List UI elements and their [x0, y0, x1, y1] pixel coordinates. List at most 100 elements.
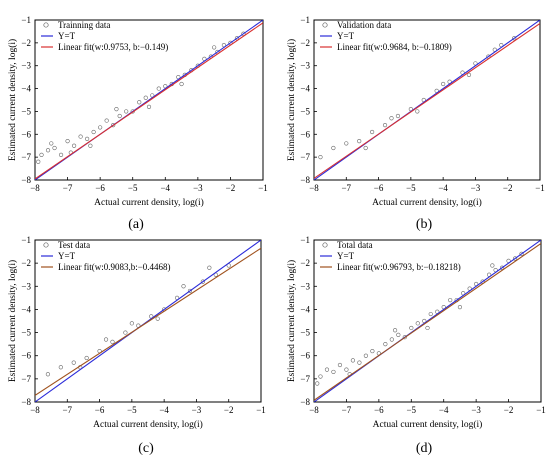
panel-label: (b)	[416, 217, 433, 232]
data-point	[78, 134, 83, 139]
data-point	[129, 321, 134, 326]
legend-label: Validation data	[337, 20, 391, 30]
data-point	[337, 362, 343, 368]
x-tick-label: −3	[471, 405, 481, 415]
data-point	[512, 36, 517, 41]
x-tick-label: −5	[406, 405, 416, 415]
identity-line	[35, 240, 261, 402]
data-point	[324, 367, 330, 372]
fit-line	[314, 243, 541, 401]
data-point	[441, 81, 446, 87]
y-tick-label: −2	[21, 258, 31, 268]
x-tick-label: −6	[95, 183, 105, 193]
legend-label: Y=T	[58, 31, 76, 41]
data-point	[344, 141, 349, 146]
data-point	[207, 265, 212, 270]
plot-area	[314, 240, 541, 402]
x-tick-label: −7	[342, 405, 352, 415]
y-tick-label: −6	[21, 129, 31, 139]
x-tick-label: −4	[439, 405, 449, 415]
data-point	[457, 305, 463, 310]
y-tick-label: −4	[300, 304, 310, 314]
y-axis-title: Estimated current density, log(i)	[7, 39, 18, 161]
y-axis-title: Estimated current density, log(i)	[286, 260, 297, 382]
data-point	[39, 152, 44, 157]
y-tick-label: −3	[300, 281, 310, 291]
y-tick-label: −2	[21, 38, 31, 48]
chart-panel-1: −8 −7 −6 −5 −4 −3 −2 −1 −8 −7 −6 −5 −4 −3 −2 −1 Actual c…	[286, 15, 545, 232]
identity-line	[314, 20, 540, 180]
data-point	[137, 100, 142, 105]
x-tick-label: −3	[193, 183, 203, 193]
x-axis-title: Actual current density, log(i)	[93, 419, 203, 430]
y-tick-label: −3	[21, 61, 31, 71]
panel-label: (c)	[138, 441, 154, 456]
data-point	[382, 123, 388, 128]
data-point	[36, 159, 41, 164]
legend-label: Y=T	[58, 251, 76, 261]
x-tick-label: −1	[258, 183, 268, 193]
fit-line	[314, 22, 540, 179]
data-point	[396, 332, 401, 337]
legend-label: Y=T	[337, 31, 355, 41]
data-point	[71, 143, 77, 148]
y-tick-label: −3	[300, 61, 310, 71]
x-tick-label: −2	[504, 405, 514, 415]
plot-frame	[313, 19, 541, 181]
data-point	[370, 129, 375, 135]
data-point	[370, 348, 375, 354]
x-tick-label: −8	[30, 405, 40, 415]
data-point	[103, 337, 109, 342]
legend-label: Total data	[337, 240, 373, 250]
y-tick-label: −5	[21, 328, 31, 338]
y-tick-label: −6	[300, 129, 310, 139]
legend-marker	[43, 242, 49, 248]
legend-marker	[43, 22, 49, 28]
data-point	[187, 288, 193, 294]
data-point	[318, 155, 323, 160]
data-point	[490, 263, 495, 268]
data-point	[143, 95, 148, 100]
y-tick-label: −8	[21, 397, 31, 407]
data-point	[392, 328, 398, 333]
data-point	[499, 265, 505, 270]
legend-label: Trainning data	[58, 20, 110, 30]
y-tick-label: −5	[21, 106, 31, 116]
x-tick-label: −3	[192, 405, 202, 415]
y-tick-label: −6	[300, 351, 310, 361]
data-point	[110, 339, 115, 344]
y-tick-label: −7	[300, 152, 310, 162]
data-point	[104, 118, 109, 123]
x-tick-label: −2	[226, 183, 236, 193]
data-point	[146, 104, 152, 109]
data-point	[88, 143, 93, 148]
data-point	[512, 256, 518, 261]
data-point	[402, 335, 407, 340]
chart-1-series-0	[318, 36, 517, 160]
y-tick-label: −4	[21, 84, 31, 94]
chart-3-series-0	[315, 251, 524, 386]
x-tick-label: −6	[374, 183, 384, 193]
data-point	[425, 325, 430, 331]
chart-panel-2: −8 −7 −6 −5 −4 −3 −2 −1 −8 −7 −6 −5 −4 −3 −2 −1 Actual c…	[7, 235, 266, 456]
x-tick-label: −6	[95, 405, 105, 415]
x-axis-title: Actual current density, log(i)	[373, 419, 483, 430]
y-axis-title: Estimated current density, log(i)	[7, 260, 18, 382]
data-point	[409, 325, 414, 331]
x-axis-title: Actual current density, log(i)	[372, 197, 482, 208]
y-tick-label: −6	[21, 351, 31, 361]
data-point	[331, 145, 336, 151]
data-point	[350, 358, 356, 363]
data-point	[241, 31, 246, 36]
x-tick-label: −8	[309, 183, 319, 193]
y-tick-label: −8	[300, 175, 310, 185]
data-point	[58, 152, 64, 157]
data-point	[45, 372, 51, 377]
data-point	[357, 139, 362, 144]
data-point	[415, 321, 420, 326]
x-tick-label: −5	[128, 183, 138, 193]
legend-label: Y=T	[337, 251, 355, 261]
plot-frame	[34, 19, 264, 181]
